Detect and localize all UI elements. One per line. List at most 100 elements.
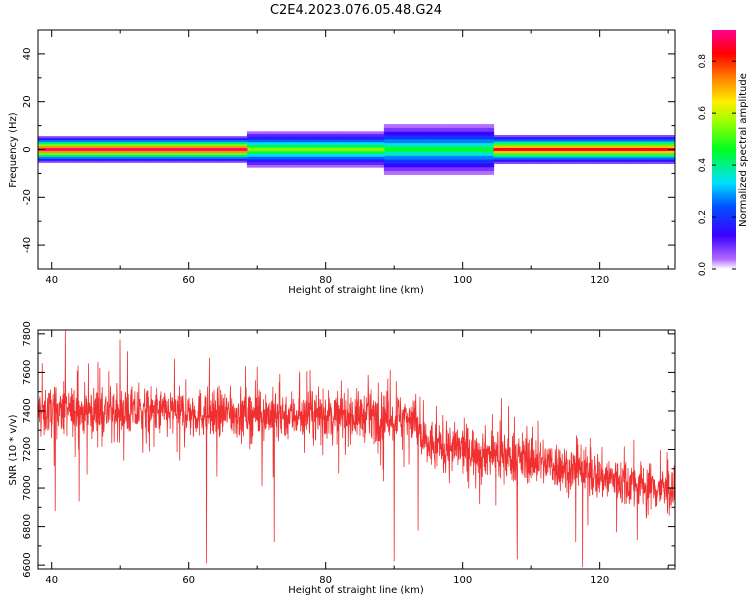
spectrogram-cell [103, 148, 108, 151]
spectrogram-cell [483, 146, 488, 153]
spectrogram-cell [240, 148, 245, 151]
spectrogram-cell [311, 147, 317, 152]
spectrogram-cell [561, 148, 567, 151]
spectrogram-cell [48, 148, 53, 151]
spectrogram-cell [209, 148, 214, 151]
snr-line [38, 330, 675, 568]
spectrogram-cell [198, 148, 203, 151]
spectrogram-cell [418, 146, 423, 153]
spectrogram-panel: 40 60 80 100 120 -40 -20 0 20 40 Height of strai… [8, 29, 676, 296]
colorbar-tick-label: 0.8 [698, 54, 708, 69]
spectrogram-cell [472, 146, 477, 153]
spectrogram-cell [99, 148, 104, 151]
spectrogram-cell [301, 147, 306, 152]
spectrogram-cell [226, 148, 231, 151]
spectrogram-cell [246, 147, 251, 152]
spectrogram-cell [216, 148, 221, 151]
spectrogram-cell [390, 146, 395, 153]
spectrogram-cell [164, 148, 169, 151]
spectrogram-cell [640, 148, 645, 151]
spectrogram-x-tick-label: 120 [590, 275, 609, 286]
spectrogram-cell [342, 147, 347, 152]
spectrogram-cell [476, 146, 481, 153]
spectrogram-cell [394, 146, 399, 153]
spectrogram-cell [380, 147, 385, 152]
spectrogram-cell [431, 146, 436, 153]
spectrogram-cell [75, 148, 80, 151]
spectrogram-cell [548, 148, 553, 151]
spectrogram-cell [438, 146, 443, 153]
spectrogram-cell [229, 148, 234, 151]
spectrogram-cell [421, 146, 426, 153]
spectrogram-cell [192, 148, 197, 151]
spectrogram-cell [65, 148, 70, 151]
spectrogram-cell [459, 146, 464, 153]
spectrogram-x-tick-label: 40 [45, 275, 58, 286]
spectrogram-cell [264, 147, 269, 152]
spectrogram-cell [243, 148, 248, 151]
spectrogram-cell [527, 148, 532, 151]
spectrogram-cell [565, 148, 570, 151]
spectrogram-cell [633, 148, 638, 151]
spectrogram-cell [315, 147, 320, 152]
spectrogram-cell [534, 148, 539, 151]
snr-y-tick-label: 7800 [22, 321, 33, 346]
spectrogram-cell [284, 147, 289, 152]
spectrogram-cell [353, 147, 358, 152]
snr-y-label: SNR (10 * v/v) [8, 414, 19, 485]
spectrogram-cell [647, 148, 652, 151]
spectrogram-cell [551, 148, 556, 151]
snr-panel: 40 60 80 100 120 6600 6800 7000 7200 7400 7600 780… [8, 321, 676, 596]
colorbar-tick-label: 0.0 [698, 262, 708, 277]
spectrogram-cell [623, 148, 628, 151]
spectrogram-cell [96, 148, 101, 151]
spectrogram-cell [109, 148, 114, 151]
spectrogram-cell [544, 148, 549, 151]
spectrogram-y-ticks: -40 -20 0 20 40 [22, 29, 675, 270]
spectrogram-cell [305, 147, 310, 152]
spectrogram-cell [363, 147, 368, 152]
spectrogram-cell [442, 146, 447, 153]
spectrogram-cell [555, 148, 560, 151]
spectrogram-cell [346, 147, 351, 152]
spectrogram-cell [72, 148, 77, 151]
spectrogram-cell [130, 148, 135, 151]
spectrogram-cell [651, 148, 656, 151]
spectrogram-cell [294, 147, 299, 152]
spectrogram-cell [137, 148, 142, 151]
spectrogram-cell [627, 148, 632, 151]
spectrogram-cell [448, 146, 453, 153]
spectrogram-heatmap [38, 124, 675, 175]
spectrogram-cell [178, 148, 183, 151]
snr-frame [37, 329, 676, 570]
spectrogram-x-tick-label: 60 [182, 275, 195, 286]
spectrogram-cell [370, 147, 375, 152]
spectrogram-cell [123, 148, 128, 151]
spectrogram-cell [383, 146, 388, 153]
spectrogram-cell [127, 148, 132, 151]
spectrogram-cell [236, 148, 241, 151]
spectrogram-cell [233, 148, 238, 151]
spectrogram-cell [55, 148, 60, 151]
spectrogram-cell [195, 148, 200, 151]
spectrogram-cell [558, 148, 563, 151]
spectrogram-cell [620, 148, 625, 151]
spectrogram-cell [174, 148, 180, 151]
spectrogram-cell [359, 147, 364, 152]
spectrogram-cell [147, 148, 152, 151]
spectrogram-cell [157, 148, 162, 151]
spectrogram-cell [517, 148, 522, 151]
spectrogram-cell [85, 148, 90, 151]
spectrogram-cell [356, 147, 361, 152]
spectrogram-cell [373, 147, 378, 152]
spectrogram-cell [250, 147, 255, 152]
spectrogram-cell [58, 148, 63, 151]
snr-y-tick-label: 7600 [22, 360, 33, 385]
spectrogram-cell [181, 148, 186, 151]
spectrogram-cell [397, 146, 402, 153]
spectrogram-cell [572, 148, 577, 151]
spectrogram-cell [503, 148, 508, 151]
spectrogram-x-label: Height of straight line (km) [288, 285, 424, 296]
spectrogram-cell [325, 147, 330, 152]
spectrogram-cell [212, 148, 217, 151]
